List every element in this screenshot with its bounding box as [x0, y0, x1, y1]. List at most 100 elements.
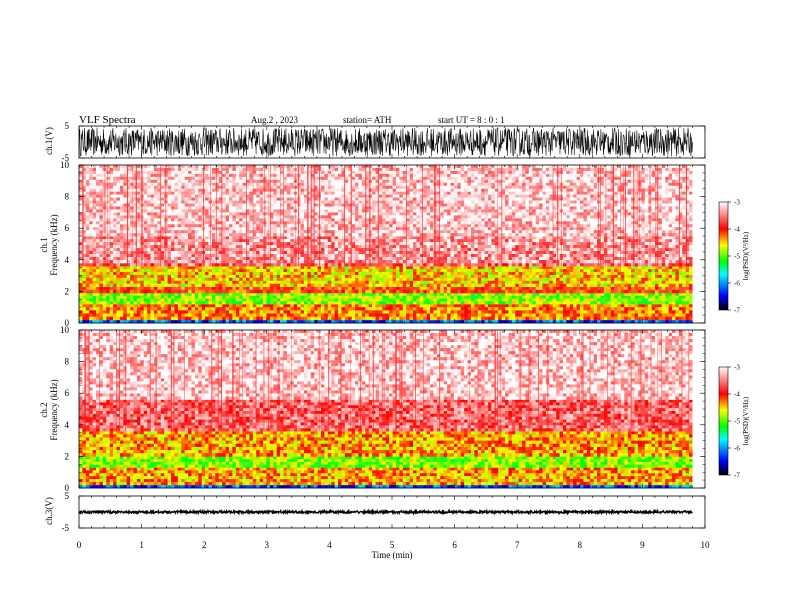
ch1-spectrogram-cell [522, 262, 526, 267]
ch1-spectrogram-cell [597, 251, 601, 255]
ch1-spectrogram-cell [188, 271, 192, 276]
ch1-spectrogram-cell [689, 313, 693, 317]
ch1-spectrogram-cell [157, 239, 162, 243]
ch1-spectrogram-cell [99, 256, 104, 261]
ch1-spectrogram-cell [228, 248, 233, 252]
ch1-spectrogram-cell [637, 251, 642, 255]
ch1-spectrogram-cell [477, 283, 482, 287]
ch1-spectrogram-cell [126, 236, 131, 240]
ch1-spectrogram-cell [222, 239, 226, 243]
ch1-spectrogram-cell [416, 295, 421, 299]
ch1-spectrogram-cell [419, 280, 424, 285]
ch1-spectrogram-cell [228, 262, 233, 267]
ch1-spectrogram-cell [314, 254, 318, 258]
ch1-spectrogram-cell [453, 236, 458, 240]
ch1-spectrogram-cell [324, 313, 329, 317]
ch1-spectrogram-cell [542, 239, 547, 243]
ch1-spectrogram-cell [487, 248, 492, 252]
ch1-spectrogram-cell [355, 266, 359, 270]
ch1-spectrogram-cell [525, 262, 530, 267]
ch1-spectrogram-cell [580, 295, 584, 299]
ch1-spectrogram-cell [297, 271, 301, 276]
ch1-spectrogram-cell [423, 280, 427, 285]
ch1-spectrogram-cell [382, 316, 387, 321]
ch1-spectrogram-cell [252, 254, 257, 258]
ch1-spectrogram-cell [477, 236, 482, 240]
ch1-spectrogram-cell [481, 295, 485, 299]
ch1-spectrogram-cell [106, 313, 110, 317]
ch1-spectrogram-cell [648, 286, 652, 291]
ch1-spectrogram-cell [102, 289, 107, 294]
ch1-spectrogram-cell [525, 301, 530, 305]
ch1-spectrogram-cell [511, 236, 516, 240]
ch1-spectrogram-cell [682, 319, 686, 324]
ch1-spectrogram-cell [188, 242, 192, 246]
ch1-spectrogram-cell [610, 245, 615, 249]
ch1-spectrogram-cell [556, 313, 560, 317]
ch1-spectrogram-cell [266, 304, 271, 308]
ch1-spectrogram-cell [610, 292, 615, 297]
ch1-spectrogram-cell [215, 251, 220, 255]
ch1-spectrogram-cell [511, 269, 516, 273]
ch1-spectrogram-cell [334, 254, 339, 258]
ch1-spectrogram-cell [177, 262, 182, 267]
ch1-spectrogram-cell [372, 242, 376, 246]
ch1-spectrogram-cell [648, 277, 652, 282]
ch1-spectrogram-cell [174, 301, 179, 305]
ch1-spectrogram-cell [399, 248, 404, 252]
ch1-spectrogram-cell [89, 286, 93, 291]
ch1-spectrogram-cell [419, 274, 424, 279]
ch1-spectrogram-cell [317, 316, 322, 321]
ch1-spectrogram-cell [508, 269, 513, 273]
ch1-spectrogram-cell [102, 266, 107, 270]
ch1-spectrogram-cell [286, 292, 291, 297]
ch1-spectrogram-cell [413, 280, 417, 285]
ch1-spectrogram-cell [160, 266, 165, 270]
ch1-spectrogram-cell [344, 251, 349, 255]
ch1-spectrogram-cell [355, 242, 359, 246]
ch1-spectrogram-cell [85, 310, 90, 314]
ch1-spectrogram-cell [627, 307, 632, 311]
ch1-spectrogram-cell [464, 313, 468, 317]
ch1-spectrogram-cell [580, 266, 584, 270]
ch1-spectrogram-cell [85, 248, 90, 252]
ch1-spectrogram-cell [505, 245, 509, 249]
ch1-spectrogram-cell [133, 301, 138, 305]
ch1-spectrogram-cell [501, 248, 506, 252]
ch1-spectrogram-cell [450, 236, 455, 240]
ch1-spectrogram-cell [392, 313, 397, 317]
ch1-spectrogram-cell [501, 316, 506, 321]
ch1-spectrogram-cell [344, 239, 349, 243]
ch1-spectrogram-cell [338, 316, 342, 321]
ch1-spectrogram-cell [194, 262, 199, 267]
ch1-spectrogram-cell [102, 301, 107, 305]
ch1-spectrogram-cell [654, 277, 659, 282]
ch1-spectrogram-cell [96, 277, 100, 282]
ch1-spectrogram-cell [672, 283, 676, 287]
ch1-spectrogram-cell [310, 313, 315, 317]
ch1-spectrogram-cell [539, 280, 543, 285]
ch1-spectrogram-cell [665, 239, 669, 243]
ch1-spectrogram-cell [191, 283, 196, 287]
ch1-spectrogram-cell [327, 242, 332, 246]
ch1-spectrogram-cell [542, 298, 547, 302]
ch1-spectrogram-cell [474, 313, 479, 317]
ch1-spectrogram-cell [82, 242, 87, 246]
ch1-spectrogram-cell [171, 262, 175, 267]
ch1-spectrogram-cell [450, 283, 455, 287]
ch1-spectrogram-cell [481, 266, 485, 270]
ch1-spectrogram-cell [610, 251, 615, 255]
ch1-spectrogram-cell [358, 251, 363, 255]
ch1-spectrogram-cell [668, 304, 673, 308]
ch1-spectrogram-cell [194, 283, 199, 287]
ch1-spectrogram-cell [246, 266, 250, 270]
ch1-spectrogram-cell [491, 254, 496, 258]
ch1-spectrogram-cell [617, 266, 622, 270]
ch1-spectrogram-cell [167, 292, 172, 297]
ch1-spectrogram-cell [460, 307, 465, 311]
ch1-spectrogram-cell [109, 301, 114, 305]
ch1-spectrogram-cell [389, 289, 393, 294]
ch1-spectrogram-cell [620, 280, 625, 285]
ch1-spectrogram-cell [535, 274, 540, 279]
ch1-spectrogram-cell [205, 266, 209, 270]
